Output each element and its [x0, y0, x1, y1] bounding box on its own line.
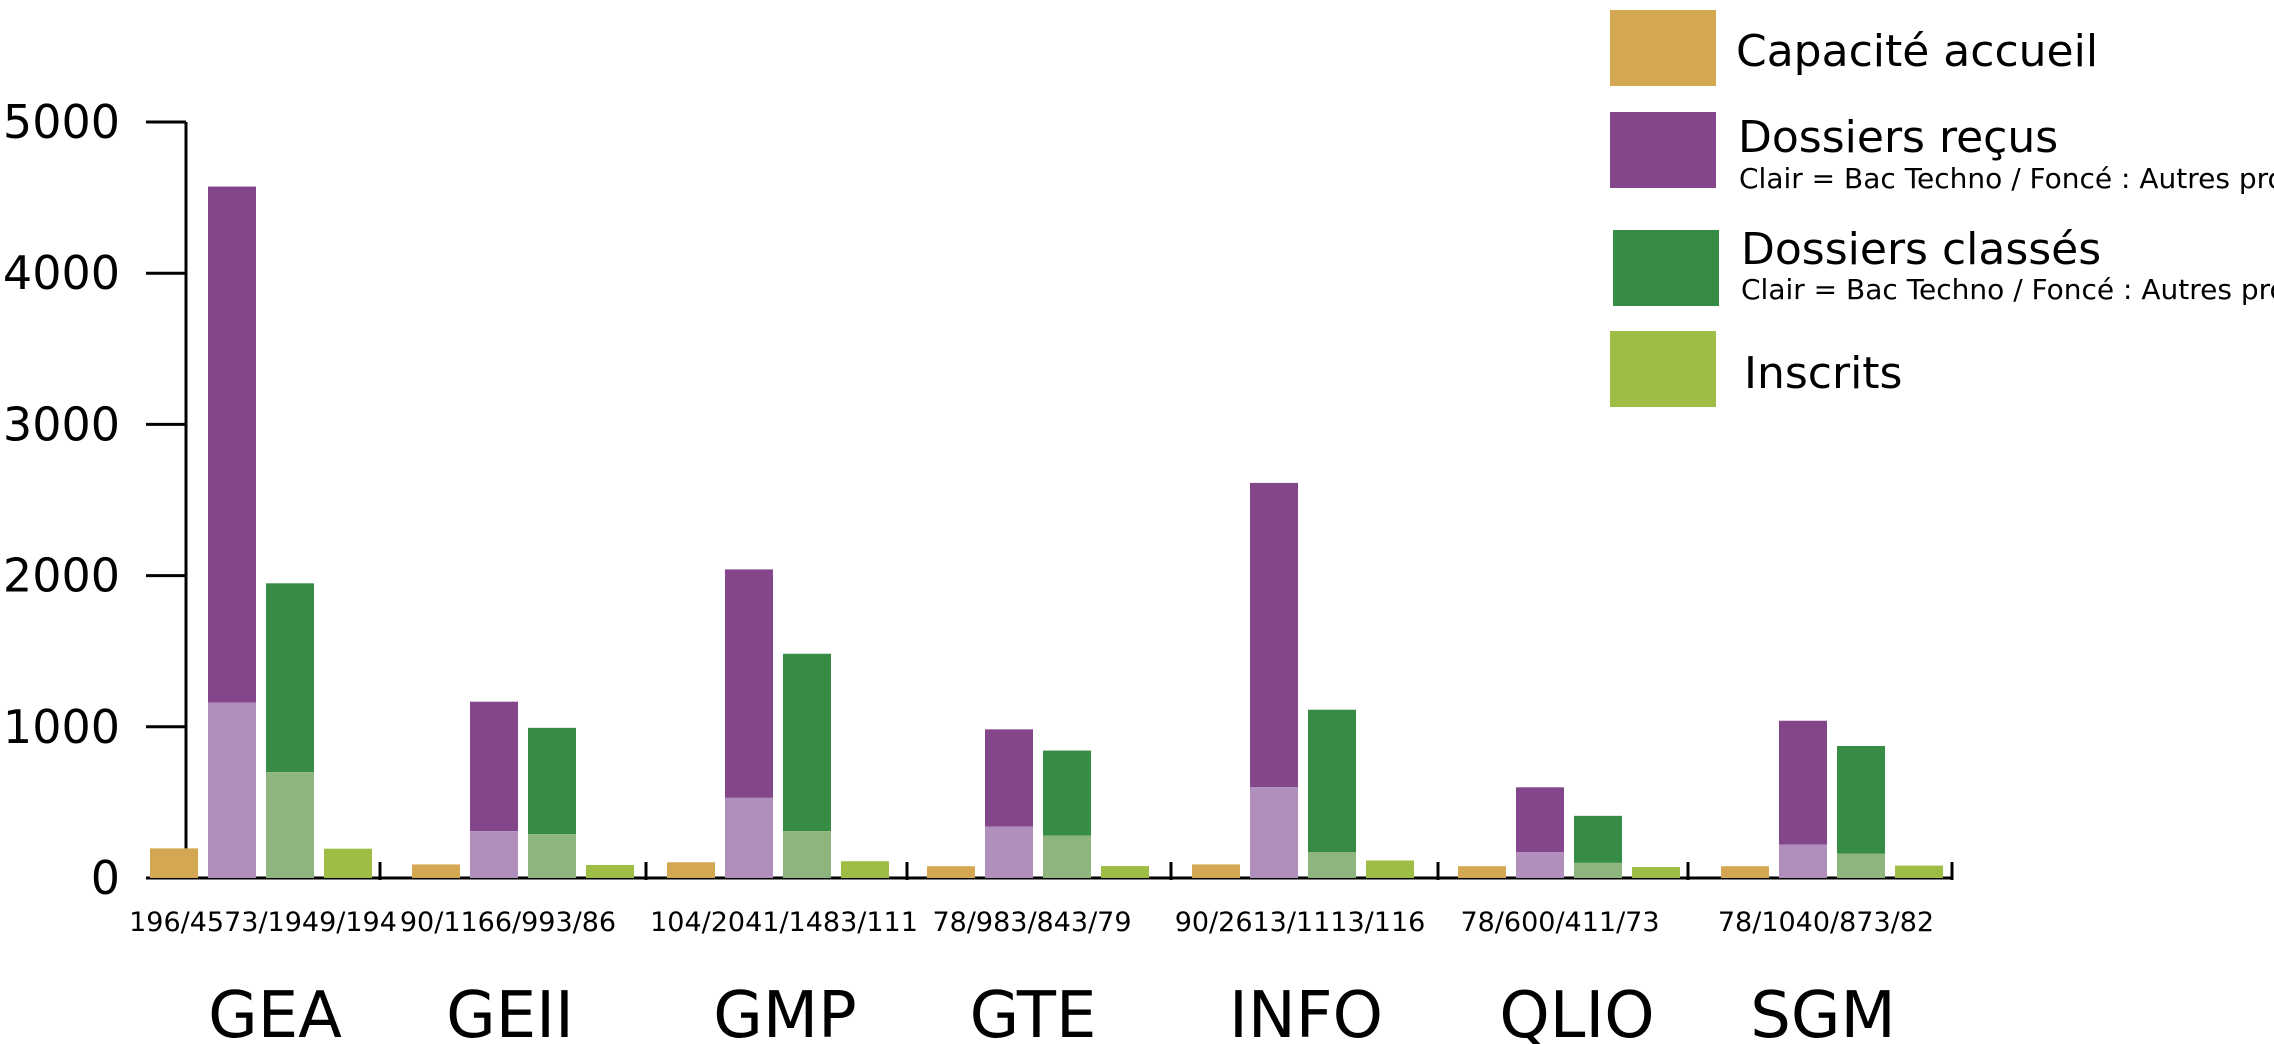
bar-classes-bac-techno-gea [266, 772, 314, 878]
bar-capacite-info [1192, 864, 1240, 878]
bar-inscrits-info [1366, 860, 1414, 878]
legend-label-inscrits: Inscrits [1744, 348, 1903, 399]
bar-classes-autres-gea [266, 583, 314, 773]
legend-label-classes: Dossiers classés [1741, 224, 2102, 275]
legend-swatch-recus [1610, 112, 1716, 188]
bar-recus-autres-geii [470, 701, 518, 832]
bar-classes-autres-gmp [783, 653, 831, 832]
bar-recus-bac-techno-gte [985, 826, 1033, 878]
category-totals-label: 78/983/843/79 [932, 907, 1131, 938]
bar-recus-autres-gte [985, 729, 1033, 827]
y-tick-label: 1000 [3, 700, 120, 754]
bar-capacite-gmp [667, 862, 715, 878]
legend-swatch-classes [1613, 230, 1719, 306]
bar-recus-autres-gea [208, 186, 256, 703]
bar-capacite-gea [150, 848, 198, 878]
bar-recus-autres-qlio [1516, 787, 1564, 853]
bar-recus-autres-sgm [1779, 720, 1827, 845]
bar-capacite-qlio [1458, 866, 1506, 878]
legend-swatch-inscrits [1610, 331, 1716, 407]
category-label-qlio: QLIO [1499, 979, 1654, 1044]
y-tick-label: 2000 [3, 549, 120, 603]
bar-inscrits-gte [1101, 866, 1149, 878]
bar-recus-autres-gmp [725, 569, 773, 798]
bar-classes-bac-techno-gmp [783, 831, 831, 878]
category-totals-label: 104/2041/1483/111 [650, 907, 918, 938]
bar-classes-bac-techno-gte [1043, 835, 1091, 878]
y-tick-label: 4000 [3, 246, 120, 300]
bar-classes-bac-techno-qlio [1574, 862, 1622, 878]
bar-classes-autres-sgm [1837, 746, 1885, 854]
bar-classes-autres-qlio [1574, 815, 1622, 863]
bar-recus-bac-techno-qlio [1516, 852, 1564, 878]
bar-recus-bac-techno-info [1250, 787, 1298, 878]
bar-classes-autres-gte [1043, 750, 1091, 836]
legend-note-recus: Clair = Bac Techno / Foncé : Autres prof… [1739, 162, 2274, 195]
y-tick-label: 0 [91, 851, 120, 905]
y-tick-label: 5000 [3, 95, 120, 149]
bar-capacite-gte [927, 866, 975, 878]
bar-classes-bac-techno-info [1308, 852, 1356, 878]
category-totals-label: 78/1040/873/82 [1718, 907, 1934, 938]
bar-capacite-geii [412, 864, 460, 878]
bar-recus-bac-techno-geii [470, 831, 518, 878]
bar-recus-bac-techno-gea [208, 702, 256, 878]
category-totals-label: 196/4573/1949/194 [129, 907, 397, 938]
category-label-gea: GEA [208, 979, 342, 1044]
legend-swatch-capacite [1610, 10, 1716, 86]
bar-classes-autres-info [1308, 709, 1356, 853]
bar-inscrits-qlio [1632, 866, 1680, 878]
category-label-geii: GEII [446, 979, 574, 1044]
legend-label-capacite: Capacité accueil [1736, 26, 2099, 77]
category-label-info: INFO [1229, 979, 1383, 1044]
bar-inscrits-gmp [841, 861, 889, 878]
bar-classes-bac-techno-sgm [1837, 853, 1885, 878]
category-label-sgm: SGM [1750, 979, 1895, 1044]
category-totals-label: 90/2613/1113/116 [1175, 907, 1426, 938]
bar-inscrits-geii [586, 864, 634, 878]
category-totals-label: 78/600/411/73 [1460, 907, 1659, 938]
category-label-gte: GTE [970, 979, 1097, 1044]
category-label-gmp: GMP [713, 979, 856, 1044]
y-tick-label: 3000 [3, 397, 120, 451]
legend-note-classes: Clair = Bac Techno / Foncé : Autres prof… [1741, 273, 2274, 306]
bar-recus-bac-techno-gmp [725, 797, 773, 878]
bar-inscrits-sgm [1895, 865, 1943, 878]
bar-recus-bac-techno-sgm [1779, 844, 1827, 878]
bar-recus-autres-info [1250, 482, 1298, 788]
bar-classes-bac-techno-geii [528, 834, 576, 878]
bar-classes-autres-geii [528, 727, 576, 835]
legend-label-recus: Dossiers reçus [1738, 112, 2059, 163]
category-totals-label: 90/1166/993/86 [400, 907, 616, 938]
bar-inscrits-gea [324, 848, 372, 878]
bar-capacite-sgm [1721, 866, 1769, 878]
